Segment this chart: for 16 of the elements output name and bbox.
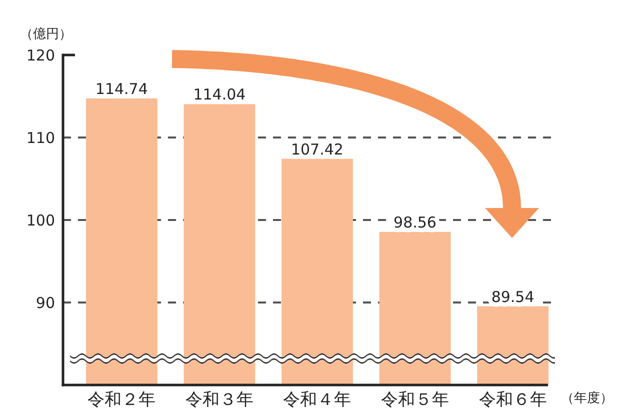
x-axis-title: （年度）	[561, 390, 613, 406]
y-axis-title: （億円）	[20, 27, 72, 42]
data-label: 98.56	[394, 213, 436, 232]
x-tick-label: 令和２年	[88, 390, 156, 410]
x-tick-label: 令和４年	[283, 390, 352, 410]
y-tick-label: 110	[26, 129, 55, 147]
y-tick-label: 100	[26, 212, 55, 230]
data-label: 114.74	[95, 80, 148, 98]
x-tick-label: 令和６年	[478, 390, 547, 410]
x-tick-label: 令和５年	[381, 390, 450, 410]
data-label: 107.42	[290, 140, 344, 158]
y-tick-label: 90	[36, 294, 55, 312]
data-label: 89.54	[491, 288, 534, 306]
data-label: 114.04	[193, 86, 246, 104]
x-tick-label: 令和３年	[185, 390, 254, 410]
y-tick-label: 120	[26, 46, 55, 64]
